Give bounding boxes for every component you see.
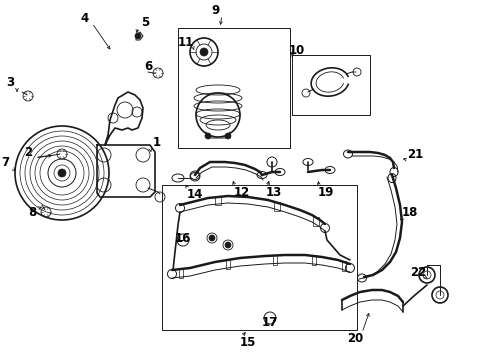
- Text: 14: 14: [186, 188, 203, 201]
- Circle shape: [224, 133, 230, 139]
- Circle shape: [135, 33, 141, 39]
- Bar: [178, 28, 289, 148]
- Text: 4: 4: [81, 12, 89, 24]
- Text: 7: 7: [1, 157, 9, 170]
- Text: 3: 3: [6, 77, 14, 90]
- Text: 20: 20: [346, 332, 363, 345]
- Bar: [225, 259, 229, 269]
- Bar: [341, 261, 346, 271]
- Circle shape: [200, 48, 207, 56]
- Circle shape: [190, 171, 200, 181]
- Circle shape: [208, 235, 215, 241]
- Circle shape: [58, 169, 66, 177]
- Text: 13: 13: [265, 186, 282, 199]
- Text: 21: 21: [406, 148, 422, 162]
- Bar: [291, 55, 369, 115]
- Text: 15: 15: [239, 336, 256, 348]
- Bar: [179, 268, 183, 278]
- Bar: [272, 255, 276, 265]
- Bar: [162, 185, 356, 330]
- Text: 5: 5: [141, 15, 149, 28]
- Text: 9: 9: [210, 4, 219, 17]
- Text: 16: 16: [174, 231, 191, 244]
- Text: 2: 2: [24, 147, 32, 159]
- Text: 12: 12: [233, 185, 250, 198]
- Bar: [215, 196, 221, 205]
- Bar: [273, 202, 279, 211]
- Text: 11: 11: [178, 36, 194, 49]
- Text: 1: 1: [153, 136, 161, 149]
- Text: 22: 22: [409, 266, 425, 279]
- Text: 6: 6: [143, 60, 152, 73]
- Bar: [311, 255, 315, 265]
- Circle shape: [206, 233, 217, 243]
- Circle shape: [224, 242, 230, 248]
- Circle shape: [223, 240, 232, 250]
- Text: 10: 10: [288, 44, 305, 57]
- Text: 8: 8: [28, 207, 36, 220]
- Text: 17: 17: [262, 315, 278, 328]
- Circle shape: [204, 133, 210, 139]
- Text: 18: 18: [401, 207, 417, 220]
- Circle shape: [266, 157, 276, 167]
- Text: 19: 19: [317, 185, 333, 198]
- Bar: [312, 216, 318, 225]
